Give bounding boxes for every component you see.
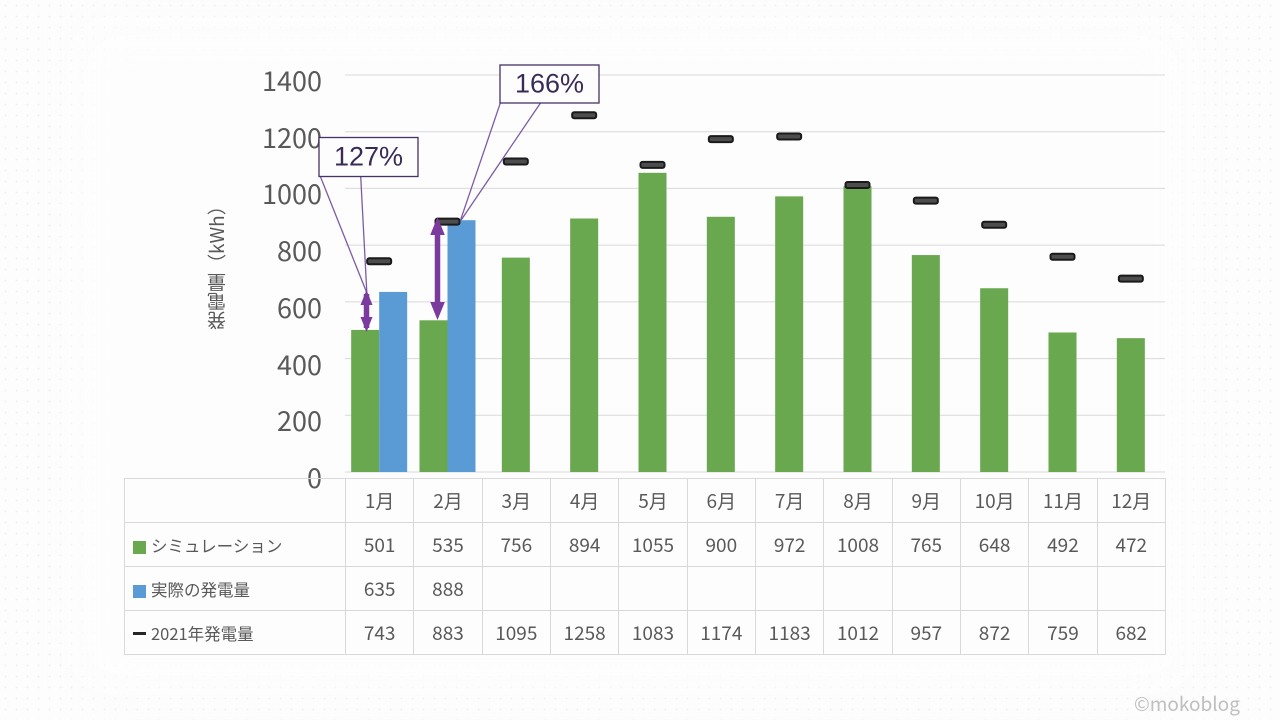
svg-text:166%: 166%: [515, 69, 584, 99]
svg-text:127%: 127%: [334, 142, 403, 172]
